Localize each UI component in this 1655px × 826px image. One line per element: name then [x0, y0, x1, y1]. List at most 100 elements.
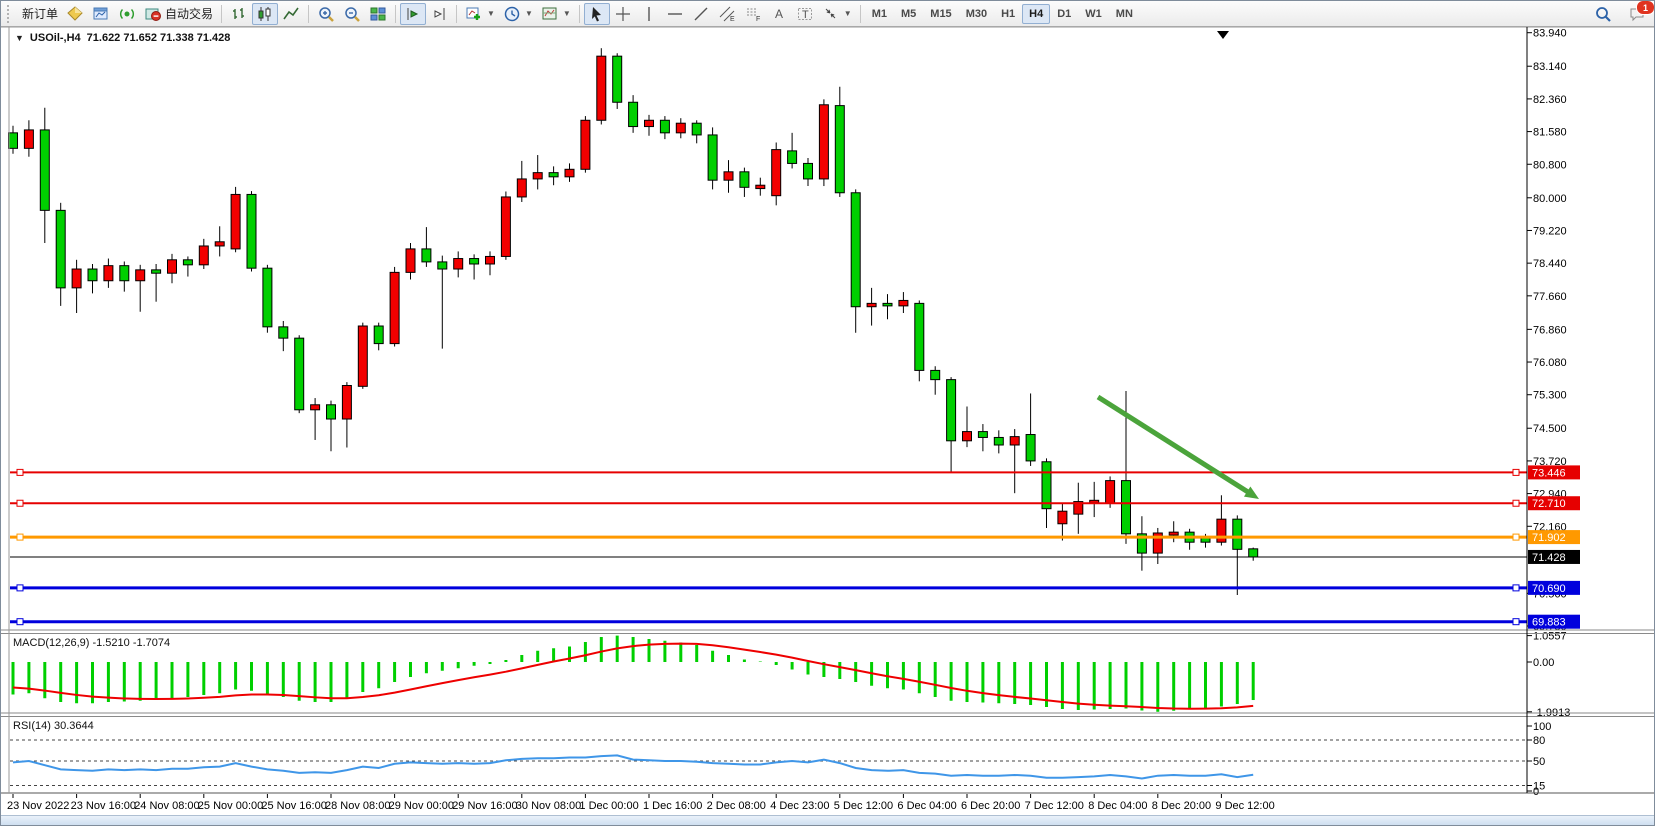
candle-body	[946, 379, 957, 442]
separator	[308, 4, 310, 23]
quotes-button[interactable]	[62, 3, 88, 25]
timeframe-button-mn[interactable]: MN	[1109, 4, 1140, 24]
chart-shift-button[interactable]	[400, 2, 427, 25]
price-line-label-text: 71.902	[1532, 532, 1566, 544]
trend-arrow-head[interactable]	[1243, 486, 1259, 499]
fibonacci-button[interactable]: F	[740, 3, 766, 25]
candle-body	[516, 178, 527, 198]
candle-body	[278, 326, 289, 339]
chart-window-button[interactable]	[88, 3, 114, 25]
candle-body	[135, 269, 146, 282]
new-order-button[interactable]: 新订单	[18, 3, 62, 25]
candle-body	[1009, 436, 1020, 446]
cursor-button[interactable]	[583, 2, 610, 25]
timeframe-button-m5[interactable]: M5	[894, 4, 923, 24]
candle-body	[87, 268, 98, 282]
chart-shift-icon	[407, 7, 419, 20]
line-anchor-handle[interactable]	[16, 533, 24, 541]
vertical-line-button[interactable]	[636, 3, 662, 25]
candle-body	[866, 302, 877, 308]
period-button[interactable]: ▼	[499, 3, 537, 25]
price-axis-label: 83.940	[1533, 28, 1567, 40]
candlestick-chart-button[interactable]	[252, 2, 279, 25]
candle-body	[723, 171, 734, 181]
candle-body	[1025, 434, 1036, 462]
rsi-axis-label: 50	[1533, 756, 1545, 768]
price-axis-label: 73.720	[1533, 456, 1567, 468]
rsi-axis-label: 15	[1533, 781, 1545, 793]
time-axis-label: 1 Dec 16:00	[643, 800, 702, 812]
line-anchor-handle[interactable]	[16, 468, 24, 476]
candle-body	[914, 302, 925, 371]
signals-icon	[120, 8, 134, 19]
line-anchor-handle[interactable]	[16, 618, 24, 626]
candle-body	[596, 55, 607, 121]
price-line-label-text: 73.446	[1532, 467, 1566, 479]
candle-body	[675, 122, 686, 134]
price-axis-label: 77.660	[1533, 291, 1567, 303]
chevron-down-icon: ▼	[843, 9, 852, 18]
chart-collapse-icon[interactable]: ▼	[15, 33, 24, 43]
toolbar-grip	[7, 4, 14, 23]
separator	[456, 4, 458, 23]
line-anchor-handle[interactable]	[1512, 618, 1520, 626]
timeframe-button-m30[interactable]: M30	[959, 4, 994, 24]
line-anchor-handle[interactable]	[16, 584, 24, 592]
signals-button[interactable]	[114, 3, 140, 25]
text-button[interactable]: A	[766, 3, 792, 25]
rsi-indicator-label: RSI(14) 30.3644	[13, 720, 94, 732]
time-axis-label: 25 Nov 16:00	[261, 800, 326, 812]
line-anchor-handle[interactable]	[1512, 533, 1520, 541]
svg-text:F: F	[756, 16, 760, 23]
candle-body	[1105, 480, 1116, 504]
crosshair-button[interactable]	[610, 3, 636, 25]
line-anchor-handle[interactable]	[1512, 584, 1520, 592]
candle-body	[1216, 518, 1227, 543]
line-anchor-handle[interactable]	[1512, 468, 1520, 476]
time-axis-label: 23 Nov 2022	[7, 800, 69, 812]
candle-body	[548, 172, 559, 178]
separator	[221, 4, 223, 23]
trend-arrow-line[interactable]	[1096, 394, 1252, 496]
timeframe-button-m15[interactable]: M15	[923, 4, 958, 24]
chart-autoscroll-button[interactable]	[426, 3, 452, 25]
trendline-button[interactable]	[688, 3, 714, 25]
candle-body	[850, 192, 861, 308]
tile-windows-button[interactable]	[365, 3, 391, 25]
zoom-in-button[interactable]	[313, 3, 339, 25]
channel-button[interactable]: E	[714, 3, 740, 25]
price-axis-label: 79.220	[1533, 225, 1567, 237]
time-axis-label: 6 Dec 20:00	[961, 800, 1020, 812]
candle-body	[357, 325, 368, 387]
bar-chart-button[interactable]	[226, 3, 252, 25]
candle-body	[930, 369, 941, 381]
timeframe-button-m1[interactable]: M1	[865, 4, 894, 24]
zoom-out-button[interactable]	[339, 3, 365, 25]
candle-body	[739, 171, 750, 188]
candle-body	[1041, 461, 1052, 510]
line-chart-button[interactable]	[278, 3, 304, 25]
timeframe-button-w1[interactable]: W1	[1078, 4, 1109, 24]
arrow-objects-button[interactable]: ▼	[818, 3, 856, 25]
timeframe-button-h4[interactable]: H4	[1022, 3, 1051, 24]
candle-body	[755, 184, 766, 190]
autotrading-button[interactable]: 自动交易	[140, 3, 217, 25]
chart-title: ▼ USOil-,H4 71.622 71.652 71.338 71.428	[15, 32, 230, 44]
notifications-button[interactable]: 1	[1624, 1, 1654, 25]
price-axis-label: 81.580	[1533, 127, 1567, 139]
template-button[interactable]: ▼	[537, 3, 575, 25]
candle-body	[389, 271, 400, 345]
time-axis-label: 25 Nov 00:00	[198, 800, 263, 812]
text-label-button[interactable]: T	[792, 3, 818, 25]
timeframe-button-d1[interactable]: D1	[1050, 4, 1078, 24]
line-anchor-handle[interactable]	[16, 499, 24, 507]
add-indicator-button[interactable]: ▼	[461, 3, 499, 25]
search-button[interactable]	[1590, 3, 1616, 25]
chart-ohlc-values: 71.622 71.652 71.338 71.428	[86, 32, 231, 44]
horizontal-line-button[interactable]	[662, 3, 688, 25]
rsi-axis-label: 0	[1533, 786, 1539, 798]
macd-indicator-label: MACD(12,26,9) -1.5210 -1.7074	[13, 637, 171, 649]
line-anchor-handle[interactable]	[1512, 499, 1520, 507]
timeframe-button-h1[interactable]: H1	[994, 4, 1022, 24]
